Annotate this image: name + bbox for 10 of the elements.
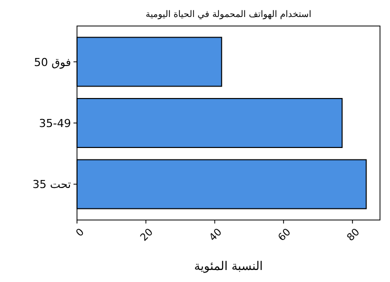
x-tick-label: 60: [276, 226, 294, 244]
y-tick-label: فوق 50: [34, 56, 71, 69]
x-tick-label: 20: [138, 226, 156, 244]
y-tick-label: 35-49: [39, 117, 71, 130]
x-tick-label: 80: [345, 226, 362, 244]
y-tick-label: تحت 35: [32, 178, 71, 192]
x-tick-label: 40: [208, 226, 224, 244]
chart-title: استخدام الهواتف المحمولة في الحياة اليومية: [146, 10, 312, 20]
x-axis-title: النسبة المئوية: [194, 259, 263, 273]
x-tick-label: 0: [74, 226, 87, 240]
